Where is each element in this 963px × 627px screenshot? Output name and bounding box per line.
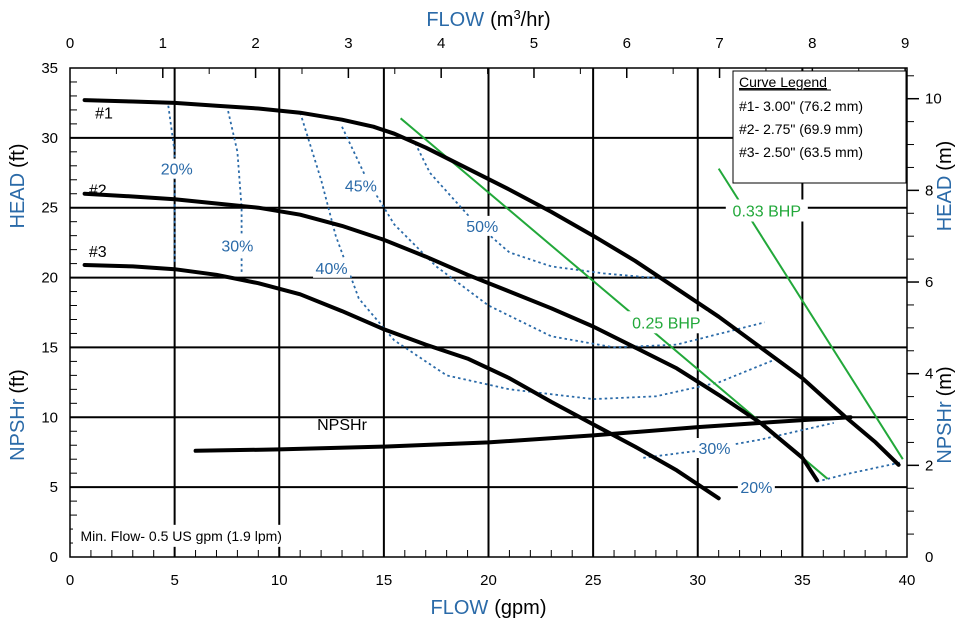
- left-npsh-title: NPSHr (ft): [7, 369, 29, 461]
- efficiency-label: 30%: [221, 238, 253, 255]
- top-axis-unit-prefix: (m: [490, 9, 513, 31]
- axes: 0 5 10 15 20 25 30 35 400 1 2 3 4 5 6 7 8 905101520253035…: [7, 7, 956, 619]
- head-curve: [82, 263, 721, 501]
- top-tick-label: 5: [530, 35, 538, 52]
- top-tick-label: 9: [901, 35, 909, 52]
- bhp-label: 0.33 BHP: [733, 204, 801, 221]
- efficiency-curve: [226, 105, 243, 274]
- bhp-label-bg: [725, 199, 808, 222]
- curves: [82, 98, 904, 501]
- left-npsh-title-label: NPSHr: [7, 398, 29, 461]
- head-curve-label: #3: [89, 244, 107, 261]
- right-tick-label: 6: [925, 274, 933, 291]
- efficiency-label-bg: [695, 438, 733, 459]
- right-tick-label: 10: [925, 91, 942, 108]
- bottom-tick-label: 35: [794, 572, 811, 589]
- top-tick-label: 7: [715, 35, 723, 52]
- efficiency-curve: [414, 142, 667, 280]
- top-axis-title: FLOW (m3/hr): [426, 7, 550, 31]
- efficiency-label-bg: [313, 257, 351, 278]
- bottom-tick-label: 20: [480, 572, 497, 589]
- efficiency-label: 30%: [698, 441, 730, 458]
- efficiency-label-bg: [218, 235, 256, 256]
- npshr-annotation: NPSHr: [317, 417, 367, 434]
- efficiency-label-bg: [737, 477, 775, 498]
- top-tick-label: 2: [251, 35, 259, 52]
- efficiency-label-bg: [342, 175, 380, 196]
- top-tick-label: 8: [808, 35, 816, 52]
- bottom-tick-label: 15: [376, 572, 393, 589]
- efficiency-curve: [816, 461, 903, 483]
- min-flow-bg: [73, 524, 333, 547]
- top-tick-label: 0: [66, 35, 74, 52]
- top-axis-unit-suffix: /hr): [521, 9, 551, 31]
- right-tick-label: 8: [925, 182, 933, 199]
- efficiency-label: 45%: [345, 178, 377, 195]
- efficiency-curve: [167, 105, 176, 264]
- top-axis-unit-sup: 3: [513, 7, 520, 22]
- bhp-label: 0.25 BHP: [632, 315, 700, 332]
- head-curve-label: #1: [95, 106, 113, 123]
- top-tick-label: 6: [623, 35, 631, 52]
- bottom-tick-label: 10: [271, 572, 288, 589]
- left-tick-label: 10: [41, 409, 58, 426]
- bottom-axis-label: FLOW: [430, 597, 488, 619]
- left-tick-label: 25: [41, 200, 58, 217]
- bottom-tick-label: 0: [66, 572, 74, 589]
- left-head-title-label: HEAD: [7, 173, 29, 229]
- left-npsh-title-unit: (ft): [7, 369, 29, 393]
- efficiency-label-bg: [158, 158, 196, 179]
- bottom-axis-title: FLOW (gpm): [430, 597, 546, 619]
- head-curve: [82, 98, 901, 467]
- npshr-curve: [193, 415, 853, 453]
- efficiency-curve: [643, 422, 834, 459]
- right-head-title: HEAD (m): [934, 141, 956, 232]
- bottom-tick-label: 5: [170, 572, 178, 589]
- left-tick-label: 30: [41, 130, 58, 147]
- top-tick-label: 1: [159, 35, 167, 52]
- efficiency-label: 20%: [740, 480, 772, 497]
- legend-title: Curve Legend: [739, 74, 827, 90]
- right-tick-label: 2: [925, 457, 933, 474]
- left-tick-label: 0: [50, 549, 58, 566]
- right-head-title-label: HEAD: [934, 176, 956, 232]
- left-tick-label: 35: [41, 60, 58, 77]
- efficiency-curve: [299, 112, 778, 401]
- left-tick-label: 5: [50, 479, 58, 496]
- left-head-title: HEAD (ft): [7, 143, 29, 228]
- left-tick-label: 15: [41, 339, 58, 356]
- right-head-title-unit: (m): [934, 141, 956, 171]
- left-head-title-unit: (ft): [7, 143, 29, 167]
- labels: #1 #2 #3 20% 30% 40% 45% 50% 30% 20% 0.25 BHP 0.33 …: [73, 106, 808, 547]
- efficiency-label: 50%: [466, 219, 498, 236]
- legend: Curve Legend #1- 3.00" (76.2 mm) #2- 2.75"…: [732, 70, 907, 184]
- left-tick-label: 20: [41, 270, 58, 287]
- bottom-tick-label: 25: [585, 572, 602, 589]
- top-tick-label: 3: [344, 35, 352, 52]
- bottom-axis-unit: (gpm): [494, 597, 546, 619]
- bhp-label-bg: [625, 311, 708, 334]
- top-axis-label: FLOW: [426, 9, 484, 31]
- efficiency-label: 20%: [161, 162, 193, 179]
- right-npsh-title-label: NPSHr: [934, 401, 956, 464]
- legend-entry: #2- 2.75" (69.9 mm): [739, 121, 863, 137]
- minor-ticks: [70, 68, 919, 557]
- bottom-tick-label: 40: [899, 572, 916, 589]
- right-npsh-title-unit: (m): [934, 366, 956, 396]
- plot-frame: [69, 67, 908, 558]
- head-curve: [82, 191, 819, 483]
- legend-entry: #1- 3.00" (76.2 mm): [739, 98, 863, 114]
- top-tick-label: 4: [437, 35, 445, 52]
- efficiency-label-bg: [463, 215, 501, 236]
- right-tick-label: 0: [925, 549, 933, 566]
- bottom-tick-label: 30: [689, 572, 706, 589]
- efficiency-label: 40%: [316, 261, 348, 278]
- right-tick-label: 4: [925, 366, 933, 383]
- min-flow-annotation: Min. Flow- 0.5 US gpm (1.9 lpm): [80, 528, 282, 544]
- legend-entry: #3- 2.50" (63.5 mm): [739, 144, 863, 160]
- right-npsh-title: NPSHr (m): [934, 366, 956, 463]
- head-curve-label: #2: [89, 183, 107, 200]
